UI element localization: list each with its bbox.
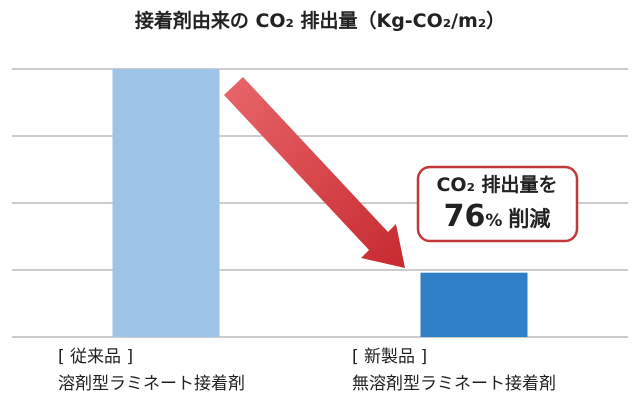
plot-area	[12, 68, 628, 338]
reduction-arrow	[224, 77, 405, 268]
callout-box	[416, 165, 579, 243]
callout-line: 76% 削減	[444, 199, 551, 234]
bar	[420, 272, 528, 337]
x-tick-label: 溶剤型ラミネート接着剤	[58, 374, 245, 394]
x-tick-label: [ 従来品 ]	[58, 347, 133, 367]
x-tick-label: [ 新製品 ]	[352, 347, 427, 367]
chart-title: 接着剤由来の CO₂ 排出量（Kg-CO₂/m₂）	[135, 9, 505, 32]
x-tick-label: 無溶剤型ラミネート接着剤	[352, 374, 556, 394]
callout-text: 削減	[508, 207, 550, 231]
callout-number: 76	[444, 199, 486, 234]
bar	[112, 69, 220, 337]
callout-unit: %	[485, 211, 502, 231]
callout-line: CO₂ 排出量を	[436, 173, 557, 196]
